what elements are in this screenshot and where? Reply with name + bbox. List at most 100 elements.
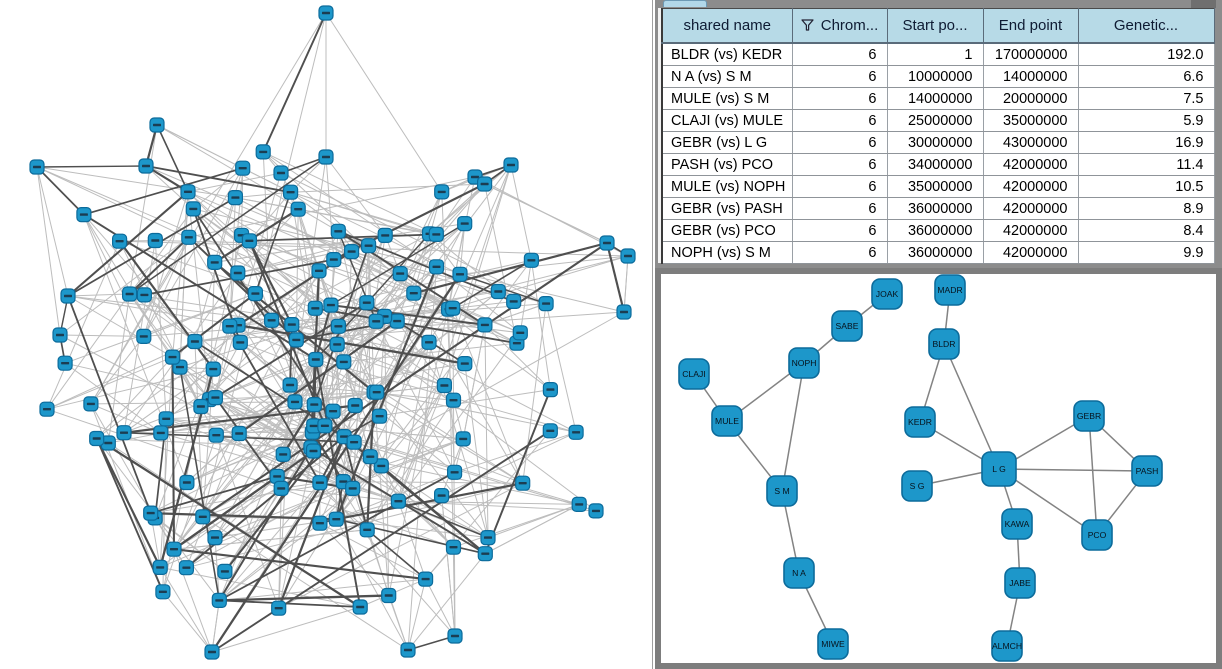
network-node[interactable] bbox=[138, 158, 154, 174]
network-node[interactable] bbox=[290, 201, 306, 217]
table-cell[interactable]: 42000000 bbox=[983, 153, 1079, 176]
network-node[interactable] bbox=[447, 464, 463, 480]
network-edge[interactable] bbox=[224, 431, 313, 572]
network-edge[interactable] bbox=[218, 471, 456, 602]
network-edge[interactable] bbox=[522, 303, 547, 484]
network-node[interactable] bbox=[455, 431, 471, 447]
network-edge[interactable] bbox=[159, 357, 173, 568]
network-node[interactable] bbox=[307, 300, 323, 316]
network-node[interactable] bbox=[284, 317, 300, 333]
network-edge[interactable] bbox=[194, 291, 499, 342]
network-node[interactable] bbox=[147, 232, 163, 249]
network-edge[interactable] bbox=[162, 591, 213, 653]
network-node-SG[interactable]: S G bbox=[901, 470, 933, 502]
network-node[interactable] bbox=[329, 336, 345, 352]
network-node[interactable] bbox=[323, 297, 339, 313]
network-node[interactable] bbox=[312, 475, 328, 491]
network-node[interactable] bbox=[480, 529, 496, 546]
network-edge[interactable] bbox=[59, 334, 144, 337]
network-edge[interactable] bbox=[90, 401, 296, 405]
network-edge[interactable] bbox=[429, 183, 485, 235]
network-node[interactable] bbox=[588, 503, 604, 519]
network-edge[interactable] bbox=[156, 124, 339, 232]
column-header-chrom[interactable]: Chrom... bbox=[792, 8, 888, 44]
network-edge[interactable] bbox=[262, 151, 437, 268]
network-edge[interactable] bbox=[452, 255, 629, 309]
network-node[interactable] bbox=[60, 288, 76, 304]
network-node[interactable] bbox=[328, 511, 344, 527]
network-edge[interactable] bbox=[96, 356, 173, 439]
network-edge[interactable] bbox=[171, 357, 176, 550]
network-node[interactable] bbox=[273, 480, 289, 496]
network-node-PASH[interactable]: PASH bbox=[1131, 455, 1163, 487]
network-edge[interactable] bbox=[129, 293, 210, 400]
network-edge[interactable] bbox=[407, 553, 486, 651]
table-cell[interactable]: 6 bbox=[792, 241, 888, 264]
network-node[interactable] bbox=[275, 446, 291, 462]
table-cell[interactable]: 6.6 bbox=[1078, 65, 1215, 88]
network-node[interactable] bbox=[325, 403, 341, 419]
network-node[interactable] bbox=[346, 434, 362, 450]
network-node[interactable] bbox=[247, 286, 263, 302]
network-node[interactable] bbox=[377, 227, 393, 243]
network-edge[interactable] bbox=[484, 324, 551, 390]
network-node-NA[interactable]: N A bbox=[783, 557, 815, 589]
network-edge-LG-PASH[interactable] bbox=[998, 468, 1148, 472]
network-edge[interactable] bbox=[333, 183, 486, 261]
network-node[interactable] bbox=[368, 313, 384, 329]
network-edge-BLDR-LG[interactable] bbox=[943, 343, 1000, 470]
network-node[interactable] bbox=[503, 157, 519, 173]
network-edge[interactable] bbox=[192, 167, 244, 210]
network-edge[interactable] bbox=[314, 304, 332, 360]
network-edge[interactable] bbox=[229, 325, 316, 360]
network-edge[interactable] bbox=[397, 385, 445, 502]
network-node-BLDR[interactable]: BLDR bbox=[928, 328, 960, 360]
network-edge[interactable] bbox=[399, 223, 466, 274]
network-node[interactable] bbox=[116, 425, 132, 441]
network-edge[interactable] bbox=[215, 320, 398, 399]
network-node[interactable] bbox=[39, 401, 55, 417]
table-cell[interactable]: 10000000 bbox=[887, 65, 984, 88]
network-node-PCO[interactable]: PCO bbox=[1081, 519, 1113, 551]
network-node[interactable] bbox=[445, 539, 462, 555]
network-edge[interactable] bbox=[452, 308, 454, 401]
network-edge[interactable] bbox=[262, 12, 327, 153]
table-cell[interactable]: 10.5 bbox=[1078, 175, 1215, 198]
network-edge[interactable] bbox=[216, 320, 377, 436]
network-edge[interactable] bbox=[219, 578, 426, 601]
table-cell[interactable]: GEBR (vs) L G bbox=[662, 131, 793, 154]
network-edge[interactable] bbox=[186, 482, 523, 569]
network-edge[interactable] bbox=[623, 255, 629, 313]
network-edge[interactable] bbox=[235, 197, 437, 235]
network-node[interactable] bbox=[436, 377, 452, 394]
network-node[interactable] bbox=[428, 259, 445, 275]
network-node[interactable] bbox=[477, 176, 493, 192]
network-node[interactable] bbox=[222, 318, 238, 334]
network-node[interactable] bbox=[166, 541, 182, 557]
network-node[interactable] bbox=[400, 642, 416, 658]
network-edge[interactable] bbox=[343, 481, 523, 484]
network-node[interactable] bbox=[89, 430, 105, 447]
network-edge[interactable] bbox=[46, 356, 173, 410]
network-node[interactable] bbox=[312, 515, 328, 531]
network-edge[interactable] bbox=[145, 165, 291, 194]
network-edge[interactable] bbox=[330, 304, 486, 326]
network-edge[interactable] bbox=[330, 231, 339, 306]
network-edge[interactable] bbox=[214, 326, 231, 398]
network-node[interactable] bbox=[457, 216, 473, 232]
network-edge[interactable] bbox=[485, 503, 580, 555]
network-edge[interactable] bbox=[459, 223, 466, 275]
table-cell[interactable]: 6 bbox=[792, 197, 888, 220]
network-node[interactable] bbox=[306, 397, 322, 413]
network-node[interactable] bbox=[205, 361, 221, 377]
network-edge[interactable] bbox=[484, 324, 489, 538]
network-node[interactable] bbox=[406, 285, 422, 301]
network-node[interactable] bbox=[599, 235, 615, 251]
network-edge[interactable] bbox=[143, 191, 189, 337]
network-edge[interactable] bbox=[202, 450, 314, 518]
network-edge[interactable] bbox=[145, 165, 194, 210]
overview-network-canvas[interactable] bbox=[0, 0, 650, 669]
network-edge[interactable] bbox=[173, 441, 355, 550]
network-edge[interactable] bbox=[129, 156, 327, 295]
network-edge-NOPH-SM[interactable] bbox=[781, 362, 805, 492]
